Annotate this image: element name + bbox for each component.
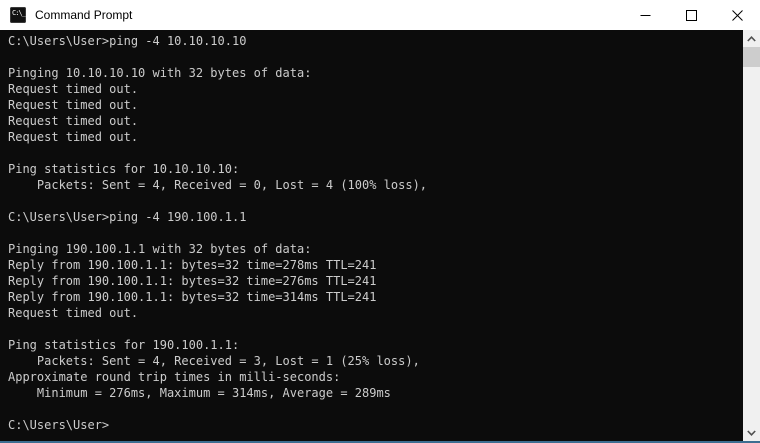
scrollbar-thumb[interactable] xyxy=(743,47,760,67)
vertical-scrollbar[interactable] xyxy=(743,30,760,441)
command-prompt-icon[interactable]: C:\_ xyxy=(10,7,26,23)
scroll-down-button[interactable] xyxy=(743,424,760,441)
chevron-up-icon xyxy=(747,35,756,42)
scroll-up-button[interactable] xyxy=(743,30,760,47)
window-bottom-border xyxy=(0,441,760,443)
window-controls xyxy=(622,0,760,30)
titlebar[interactable]: C:\_ Command Prompt xyxy=(0,0,760,30)
minimize-button[interactable] xyxy=(622,0,668,30)
minimize-icon xyxy=(640,14,650,16)
maximize-button[interactable] xyxy=(668,0,714,30)
close-icon xyxy=(731,9,743,21)
console-text: C:\Users\User>ping -4 10.10.10.10 Pingin… xyxy=(8,34,428,432)
close-button[interactable] xyxy=(714,0,760,30)
window-title: Command Prompt xyxy=(35,8,133,22)
console-output-area[interactable]: C:\Users\User>ping -4 10.10.10.10 Pingin… xyxy=(0,30,743,441)
maximize-icon xyxy=(685,9,697,21)
command-prompt-icon-glyph: C:\_ xyxy=(12,9,26,17)
chevron-down-icon xyxy=(747,429,756,436)
